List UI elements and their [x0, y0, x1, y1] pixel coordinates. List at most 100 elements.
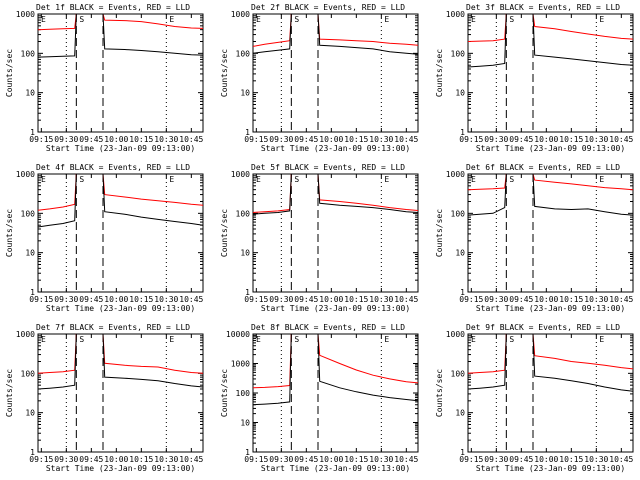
- plot-frame: [37, 173, 204, 293]
- x-tick-label: 09:45: [294, 295, 318, 304]
- panel-det-9: Det 9f BLACK = Events, RED = LLD E S E 09:15…: [435, 323, 634, 473]
- x-tick-label: 10:00: [534, 135, 558, 144]
- y-axis-label: Counts/sec: [220, 49, 229, 97]
- series-line-black-events: [37, 173, 204, 228]
- event-label: E: [169, 335, 174, 344]
- x-tick-label: 09:45: [509, 455, 533, 464]
- panel-title: Det 8f BLACK = Events, RED = LLD: [251, 323, 405, 332]
- x-tick-label: 10:30: [584, 455, 608, 464]
- y-tick-label: 1: [30, 288, 35, 297]
- y-tick-label: 1: [460, 128, 465, 137]
- x-tick-label: 10:45: [609, 455, 633, 464]
- x-tick-label: 10:45: [179, 135, 203, 144]
- series-line-black-events: [467, 173, 634, 216]
- y-tick-label: 1000: [231, 170, 250, 179]
- x-tick-label: 10:15: [559, 295, 583, 304]
- series-line-red-lld: [467, 13, 634, 42]
- y-tick-label: 100: [451, 369, 466, 378]
- series-line-red-lld: [467, 173, 634, 191]
- y-tick-label: 10: [240, 89, 250, 98]
- x-tick-label: 10:15: [344, 455, 368, 464]
- x-tick-label: 09:45: [509, 135, 533, 144]
- panel-det-2: Det 2f BLACK = Events, RED = LLD E S E 09:15…: [220, 3, 419, 153]
- panel-title: Det 3f BLACK = Events, RED = LLD: [466, 3, 620, 12]
- x-tick-label: 10:30: [154, 295, 178, 304]
- series-line-red-lld: [467, 333, 634, 374]
- y-tick-label: 1: [30, 448, 35, 457]
- x-tick-label: 09:15: [459, 455, 483, 464]
- x-tick-label: 09:45: [79, 135, 103, 144]
- panel-title: Det 4f BLACK = Events, RED = LLD: [36, 163, 190, 172]
- x-tick-label: 09:15: [244, 455, 268, 464]
- y-axis-label: Counts/sec: [5, 209, 14, 257]
- x-tick-label: 09:45: [509, 295, 533, 304]
- x-tick-label: 09:15: [29, 455, 53, 464]
- x-tick-label: 10:30: [584, 295, 608, 304]
- x-tick-label: 09:15: [459, 135, 483, 144]
- panel-title: Det 7f BLACK = Events, RED = LLD: [36, 323, 190, 332]
- y-tick-label: 100: [21, 209, 36, 218]
- x-tick-label: 10:00: [104, 135, 128, 144]
- panel-title: Det 5f BLACK = Events, RED = LLD: [251, 163, 405, 172]
- x-tick-label: 09:45: [294, 455, 318, 464]
- series-line-black-events: [467, 13, 634, 68]
- event-label: E: [256, 15, 261, 24]
- x-tick-label: 09:15: [29, 295, 53, 304]
- event-label: E: [41, 15, 46, 24]
- x-tick-label: 09:15: [29, 135, 53, 144]
- x-tick-label: 10:15: [129, 455, 153, 464]
- x-tick-label: 09:15: [244, 135, 268, 144]
- x-tick-label: 10:00: [319, 135, 343, 144]
- event-label: E: [169, 15, 174, 24]
- event-label: E: [471, 335, 476, 344]
- x-tick-label: 09:15: [244, 295, 268, 304]
- plot-frame: [37, 333, 204, 453]
- series-line-black-events: [467, 333, 634, 392]
- y-tick-label: 1: [245, 448, 250, 457]
- y-tick-label: 1: [245, 128, 250, 137]
- panel-title: Det 2f BLACK = Events, RED = LLD: [251, 3, 405, 12]
- event-label: E: [256, 335, 261, 344]
- event-label: S: [294, 15, 299, 24]
- panel-det-7: Det 7f BLACK = Events, RED = LLD E S E 09:15…: [5, 323, 204, 473]
- y-tick-label: 1000: [16, 170, 35, 179]
- panel-det-8: Det 8f BLACK = Events, RED = LLD E S E 09:15…: [220, 323, 419, 473]
- x-tick-label: 10:30: [369, 295, 393, 304]
- x-tick-label: 10:30: [154, 455, 178, 464]
- x-tick-label: 10:00: [104, 455, 128, 464]
- x-tick-label: 10:30: [584, 135, 608, 144]
- event-label: E: [471, 15, 476, 24]
- series-line-black-events: [252, 13, 419, 55]
- y-axis-label: Counts/sec: [220, 369, 229, 417]
- y-tick-label: 1: [460, 288, 465, 297]
- x-tick-label: 10:30: [369, 455, 393, 464]
- x-tick-label: 10:45: [179, 295, 203, 304]
- series-line-black-events: [252, 333, 419, 406]
- y-axis-label: Counts/sec: [435, 49, 444, 97]
- event-label: E: [599, 335, 604, 344]
- event-label: E: [169, 175, 174, 184]
- panel-det-4: Det 4f BLACK = Events, RED = LLD E S E 09:15…: [5, 163, 204, 313]
- y-tick-label: 1000: [446, 170, 465, 179]
- y-tick-label: 1: [30, 128, 35, 137]
- series-line-black-events: [37, 333, 204, 390]
- event-label: S: [509, 335, 514, 344]
- plot-frame: [467, 333, 634, 453]
- y-tick-label: 100: [21, 369, 36, 378]
- y-tick-label: 10: [455, 89, 465, 98]
- y-tick-label: 1000: [446, 10, 465, 19]
- y-tick-label: 10: [25, 89, 35, 98]
- series-line-red-lld: [252, 173, 419, 213]
- event-label: E: [41, 175, 46, 184]
- x-tick-label: 10:15: [129, 135, 153, 144]
- x-tick-label: 10:45: [394, 455, 418, 464]
- series-line-red-lld: [252, 13, 419, 47]
- event-label: S: [509, 15, 514, 24]
- event-label: E: [384, 175, 389, 184]
- plot-frame: [252, 173, 419, 293]
- event-label: E: [471, 175, 476, 184]
- y-axis-label: Counts/sec: [5, 49, 14, 97]
- x-tick-label: 09:30: [484, 295, 508, 304]
- x-tick-label: 10:45: [609, 295, 633, 304]
